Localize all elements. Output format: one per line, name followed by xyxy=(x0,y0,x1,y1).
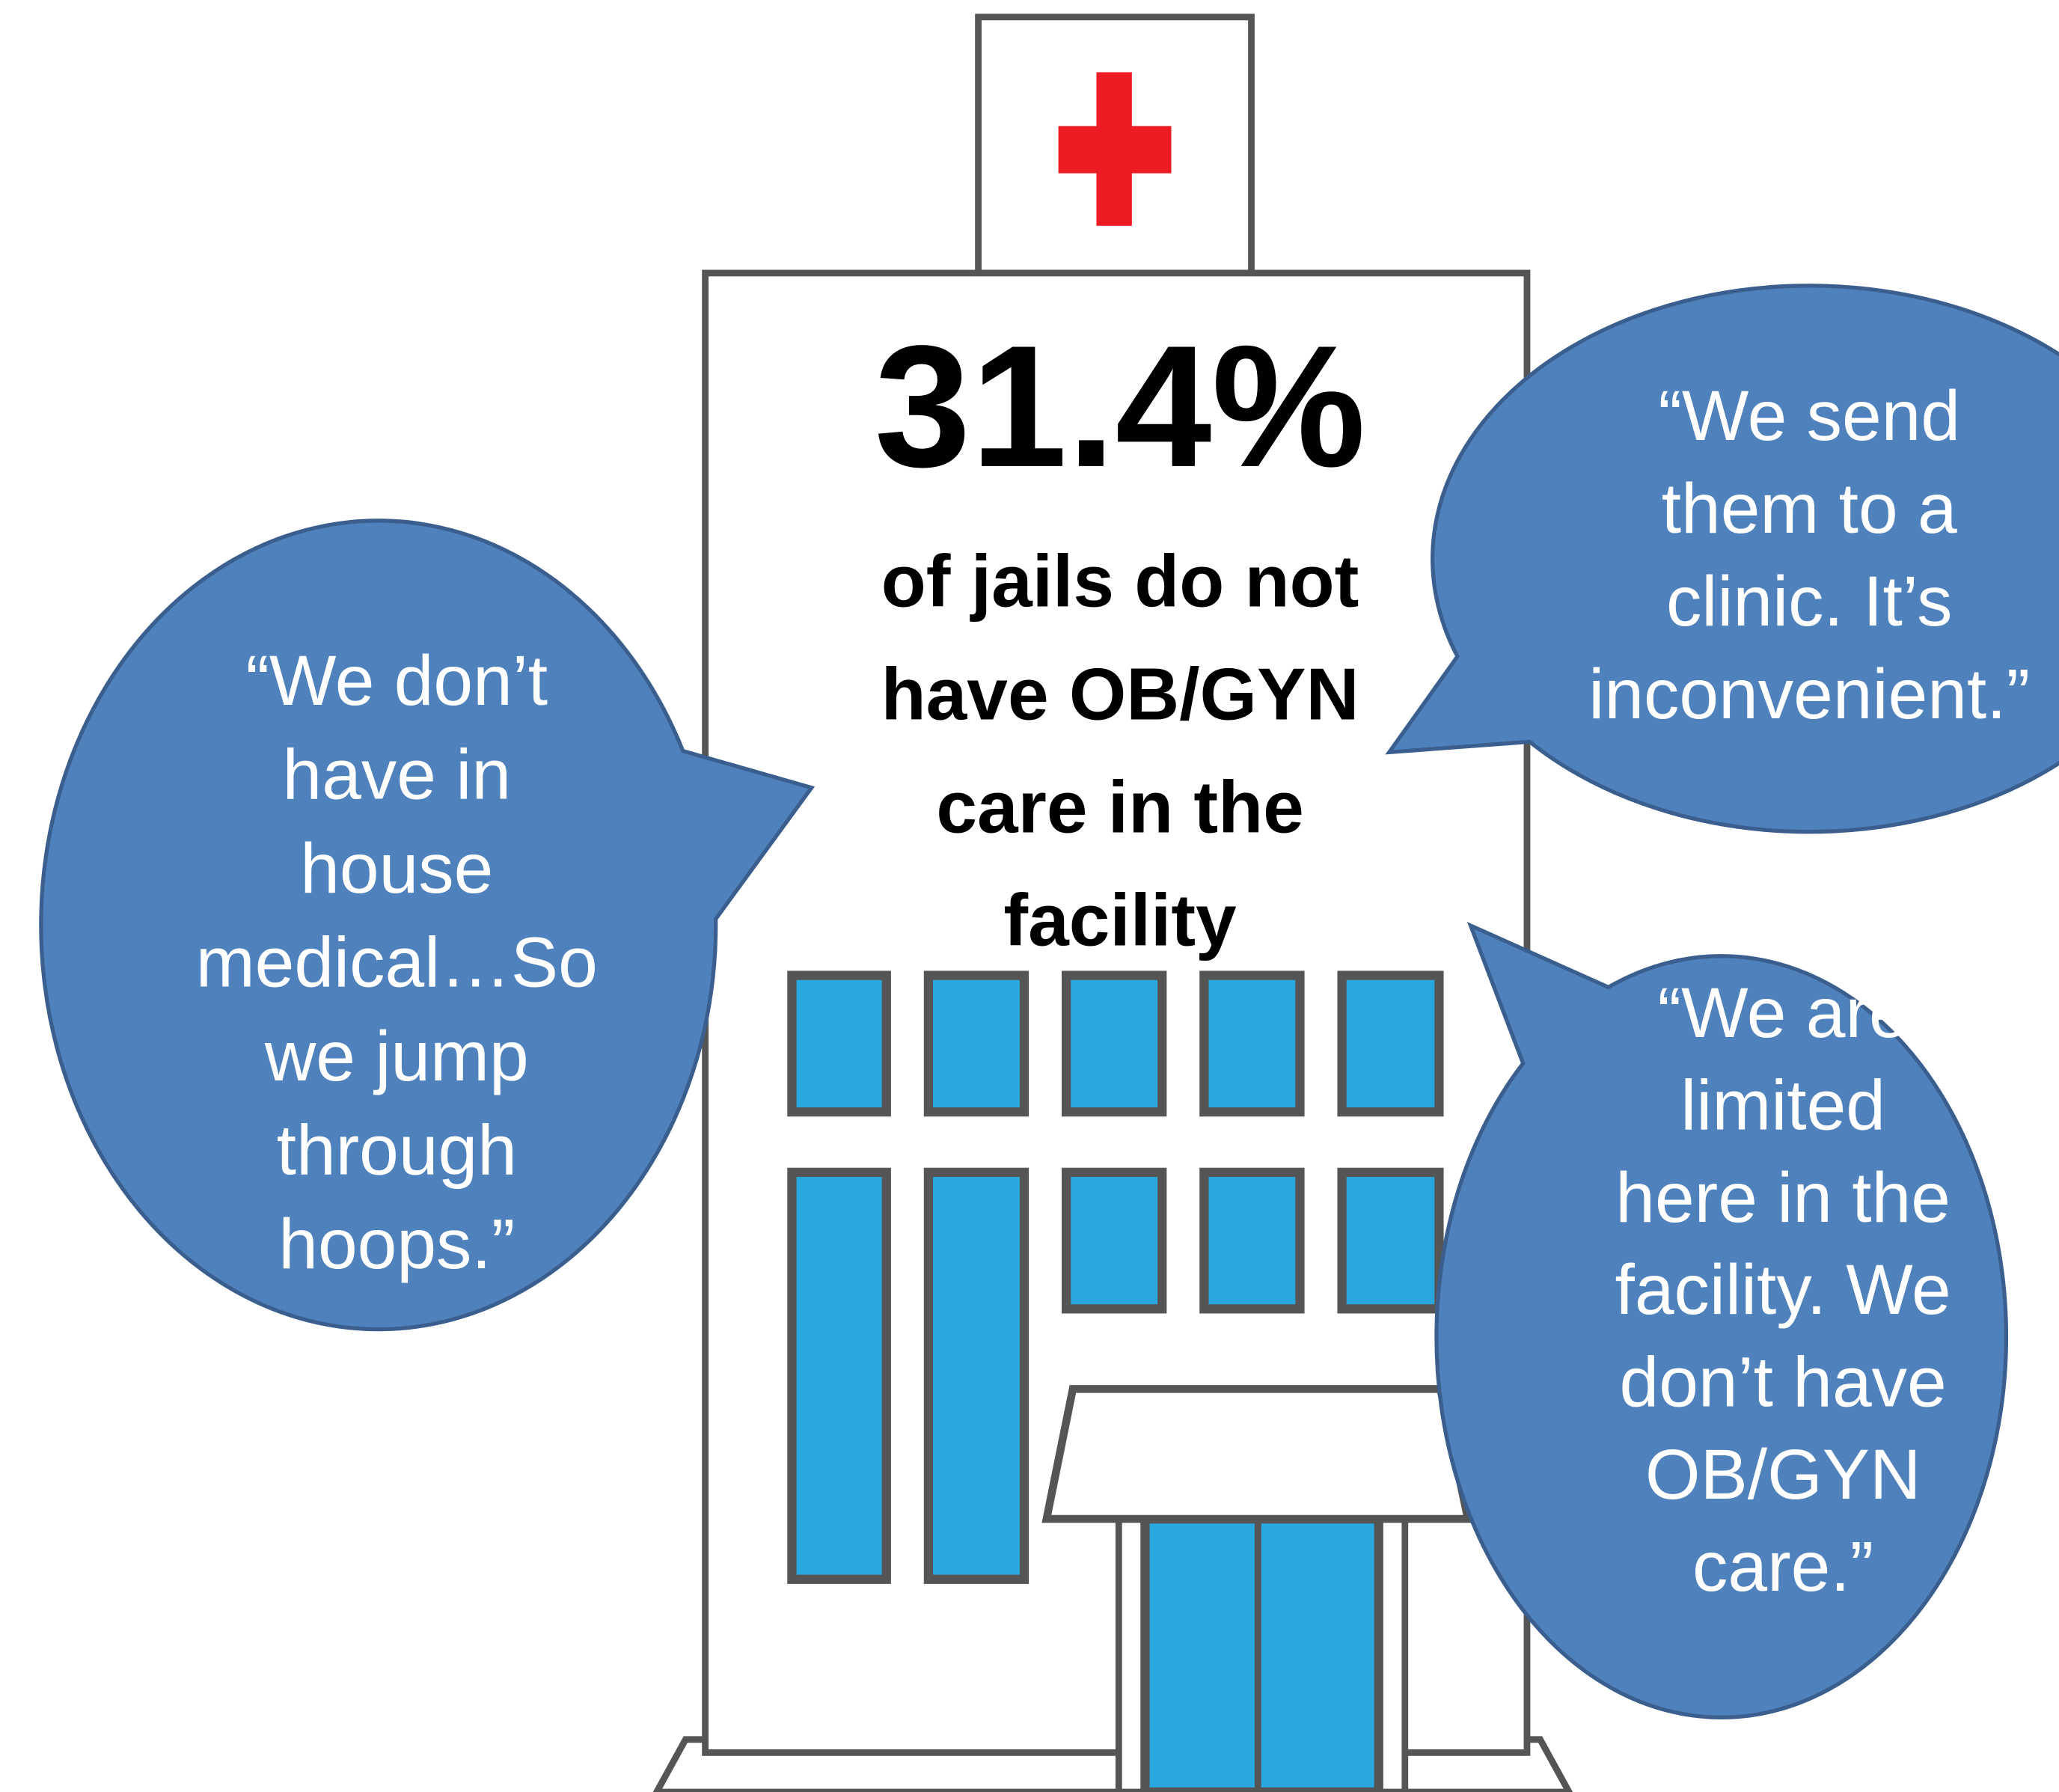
stat-caption: care in the xyxy=(936,765,1303,848)
window xyxy=(1061,1167,1167,1314)
speech-bubble xyxy=(39,519,816,1332)
quote-line: through xyxy=(277,1110,517,1190)
quote-line: house xyxy=(300,829,493,908)
hospital-illustration xyxy=(652,13,1573,1792)
door xyxy=(1140,1514,1383,1792)
cross-horizontal xyxy=(1058,126,1172,174)
stat-caption: facility xyxy=(1003,878,1237,961)
stat-value: 31.4% xyxy=(875,310,1366,504)
stat-caption: have OB/GYN xyxy=(881,653,1359,736)
quote-line: “We don’t xyxy=(245,641,548,721)
quote-line: have in xyxy=(283,736,511,815)
speech-bubble xyxy=(1385,284,2059,834)
quote-line: facility. We xyxy=(1615,1250,1951,1330)
quote-line: limited xyxy=(1680,1065,1885,1145)
stat-caption: of jails do not xyxy=(881,540,1359,623)
quote-line: inconvenient.” xyxy=(1588,655,2030,734)
quote-line: here in the xyxy=(1615,1158,1951,1238)
quote-line: clinic. It’s xyxy=(1666,562,1953,641)
texts: 31.4% of jails do not have OB/GYN care in t… xyxy=(196,310,2030,1606)
bubbles xyxy=(39,284,2059,1719)
window xyxy=(1337,1167,1444,1314)
window xyxy=(1199,1167,1305,1314)
window xyxy=(787,1167,891,1584)
quote-line: “We send xyxy=(1658,376,1960,456)
quote-line: we jump xyxy=(264,1017,529,1096)
window xyxy=(1061,970,1167,1117)
quote-line: hoops.” xyxy=(278,1205,515,1284)
quote-line: them to a xyxy=(1662,469,1957,548)
window xyxy=(923,970,1030,1117)
window xyxy=(787,970,891,1117)
window xyxy=(1337,970,1444,1117)
quote-line: “We are xyxy=(1658,973,1909,1053)
awning xyxy=(1041,1385,1473,1523)
quote-line: care.” xyxy=(1692,1527,1873,1606)
window xyxy=(1199,970,1305,1117)
quote-line: OB/GYN xyxy=(1645,1435,1921,1514)
window xyxy=(923,1167,1030,1584)
speech-bubble xyxy=(1434,921,2009,1719)
quote-line: medical…So xyxy=(196,923,598,1003)
quote-line: don’t have xyxy=(1620,1343,1947,1422)
